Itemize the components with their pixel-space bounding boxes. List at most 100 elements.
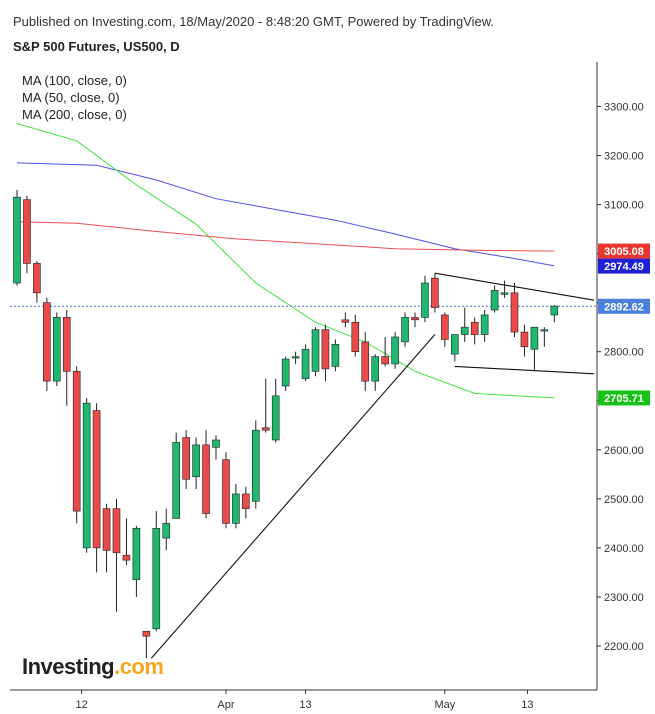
candle-body [192, 444, 200, 478]
ma-50-line [16, 123, 555, 399]
candle-body [500, 292, 509, 295]
candle-down [43, 297, 51, 391]
chart-frame [10, 62, 598, 691]
price-tags: 3005.08 2974.49 2892.62 2705.71 [598, 243, 650, 406]
candle-body [182, 437, 190, 480]
legend-ma-100: MA (100, close, 0) [22, 73, 127, 88]
candle-body [321, 329, 330, 370]
candle-up [291, 351, 300, 364]
candle-up [500, 280, 509, 298]
y-tick-label: 2200.00 [604, 641, 644, 653]
candle-body [202, 444, 210, 514]
candle-down [142, 630, 151, 659]
candle-down [23, 195, 31, 274]
logo-text: Investing [22, 654, 115, 679]
candle-body [490, 290, 499, 311]
candle-body [162, 523, 171, 539]
price-tag-box [598, 298, 650, 314]
candle-down [182, 430, 190, 490]
price-tag: 2892.62 [598, 298, 650, 314]
y-tick-label: 2500.00 [604, 494, 644, 506]
x-tick-label: Apr [217, 699, 234, 711]
time-axis: 12 Apr 13 May 13 [76, 690, 534, 711]
price-tag-box [598, 258, 650, 274]
candle-up [371, 354, 380, 391]
candle-body [391, 336, 399, 365]
candle-body [361, 341, 370, 382]
y-tick-label: 3100.00 [604, 200, 644, 212]
legend-ma-50: MA (50, close, 0) [22, 90, 120, 105]
candle-body [480, 314, 489, 335]
candle-body [401, 317, 409, 343]
trendlines [150, 272, 595, 659]
legend-ma-200: MA (200, close, 0) [22, 107, 127, 122]
moving-averages [10, 123, 597, 399]
candle-body [112, 508, 121, 554]
candle-down [341, 312, 350, 328]
candle-body [421, 282, 429, 318]
candle-up [550, 305, 559, 323]
candle-down [510, 283, 519, 337]
candle-body [271, 395, 280, 441]
trendline [454, 365, 595, 375]
candle-down [411, 312, 419, 328]
candle-body [381, 356, 389, 365]
ma-200-line [16, 221, 555, 252]
price-tag-label: 2974.49 [604, 261, 644, 273]
price-tag: 2705.71 [598, 390, 650, 406]
ma-100-line [16, 162, 555, 267]
candle-body [540, 329, 549, 332]
candle-body [82, 402, 91, 549]
trendline [150, 334, 436, 659]
candle-body [431, 277, 439, 308]
candle-up [52, 312, 61, 387]
candle-body [152, 527, 161, 630]
price-tag-label: 3005.08 [604, 246, 644, 258]
x-tick-label: May [434, 699, 455, 711]
candle-up [212, 435, 220, 460]
candle-up [82, 398, 91, 553]
candle-down [520, 324, 529, 357]
candle-down [33, 260, 41, 303]
candle-down [441, 312, 449, 347]
candle-down [321, 324, 330, 382]
candle-down [92, 403, 101, 573]
candle-up [391, 332, 399, 369]
candle-body [222, 459, 230, 524]
candle-body [470, 321, 479, 335]
candle-up [480, 310, 489, 342]
candle-body [281, 358, 290, 387]
candles [13, 189, 559, 659]
candle-up [271, 378, 280, 443]
candle-body [530, 326, 539, 350]
candle-up [311, 327, 320, 377]
publish-info: Published on Investing.com, 18/May/2020 … [13, 14, 495, 29]
candle-body [460, 326, 469, 335]
candle-body [301, 348, 310, 379]
candle-up [301, 344, 310, 382]
y-tick-label: 2600.00 [604, 445, 644, 457]
investing-logo: Investing.com [22, 654, 164, 680]
candle-body [132, 527, 141, 581]
candle-body [122, 554, 131, 561]
candle-up [252, 420, 260, 509]
price-tag-box [598, 243, 650, 259]
candle-body [43, 302, 51, 382]
candle-body [450, 334, 459, 355]
candle-down [242, 486, 250, 519]
candle-down [361, 332, 370, 391]
x-tick-label: 12 [76, 699, 88, 711]
candle-up [331, 339, 340, 372]
candle-up [192, 437, 200, 490]
candle-body [142, 630, 151, 637]
price-tag: 3005.08 [598, 243, 650, 259]
price-axis: 3300.003200.003100.003000.002900.002800.… [597, 101, 644, 653]
candle-up [530, 326, 539, 372]
candle-body [550, 305, 559, 316]
candle-down [72, 366, 81, 524]
y-tick-label: 2800.00 [604, 347, 644, 359]
candle-down [261, 378, 270, 433]
candle-body [72, 371, 81, 512]
candle-body [242, 493, 250, 509]
y-tick-label: 3300.00 [604, 101, 644, 113]
